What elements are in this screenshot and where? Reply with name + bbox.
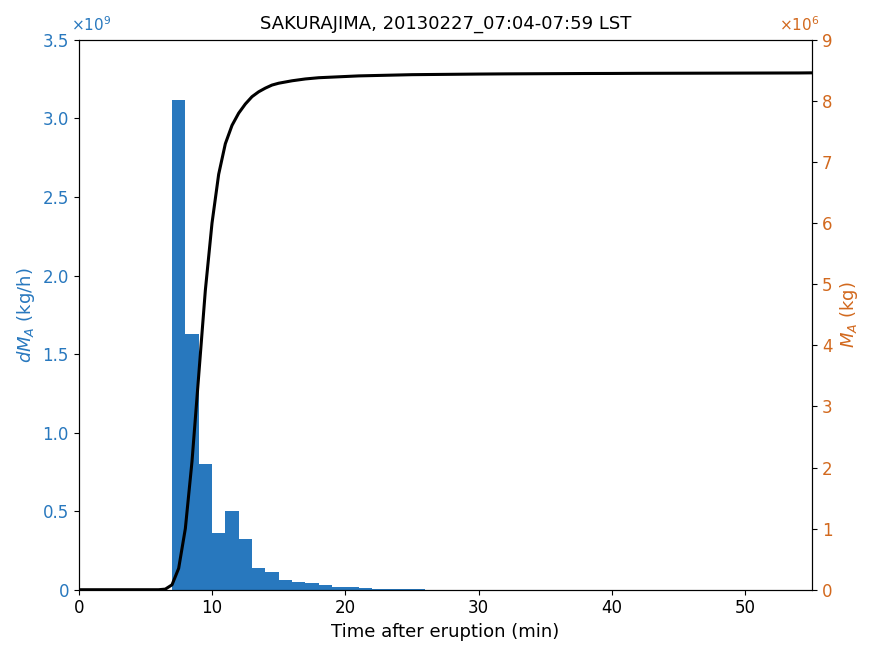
Bar xyxy=(346,587,359,590)
Title: SAKURAJIMA, 20130227_07:04-07:59 LST: SAKURAJIMA, 20130227_07:04-07:59 LST xyxy=(260,15,631,33)
Bar xyxy=(278,581,292,590)
Bar xyxy=(265,573,278,590)
X-axis label: Time after eruption (min): Time after eruption (min) xyxy=(332,623,559,641)
Bar xyxy=(359,588,372,590)
Y-axis label: $dM_A$ (kg/h): $dM_A$ (kg/h) xyxy=(15,267,37,363)
Text: $\times\mathregular{10}^{\mathregular{6}}$: $\times\mathregular{10}^{\mathregular{6}… xyxy=(779,16,819,34)
Bar xyxy=(305,583,318,590)
Y-axis label: $M_A$ (kg): $M_A$ (kg) xyxy=(838,281,860,348)
Bar xyxy=(332,586,346,590)
Bar xyxy=(239,539,252,590)
Bar xyxy=(372,589,385,590)
Bar xyxy=(172,100,186,590)
Bar xyxy=(226,511,239,590)
Bar xyxy=(318,585,332,590)
Bar xyxy=(199,464,212,590)
Bar xyxy=(292,582,305,590)
Bar xyxy=(212,533,226,590)
Bar xyxy=(186,334,199,590)
Text: $\times\mathregular{10}^{\mathregular{9}}$: $\times\mathregular{10}^{\mathregular{9}… xyxy=(72,16,112,34)
Bar xyxy=(252,567,265,590)
